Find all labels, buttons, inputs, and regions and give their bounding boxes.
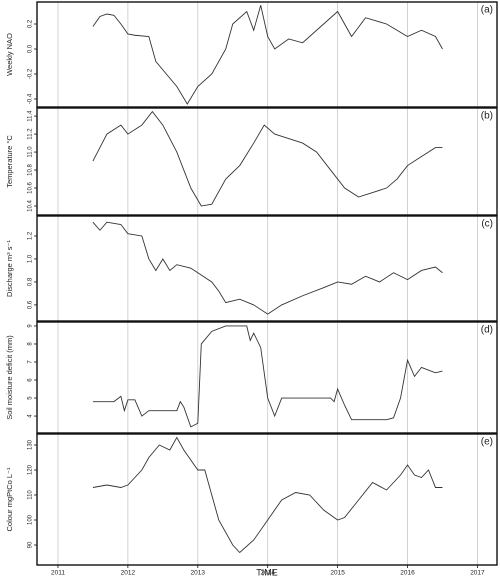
panel-frame xyxy=(36,321,498,434)
y-tick-label: 10.4 xyxy=(28,200,34,212)
y-tick-label: 7 xyxy=(28,360,34,364)
panel-frame xyxy=(36,215,498,322)
y-tick-label: 0.0 xyxy=(28,44,34,53)
y-tick-label: 9 xyxy=(28,324,34,328)
x-tick-label: 2012 xyxy=(121,570,136,577)
y-tick-label: 1.0 xyxy=(28,254,34,263)
y-tick-label: 90 xyxy=(28,541,34,548)
y-tick-label: 130 xyxy=(28,439,34,450)
y-tick-label: 0.6 xyxy=(28,300,34,309)
y-tick-label: 110 xyxy=(28,490,34,500)
x-tick-label: 2017 xyxy=(470,570,485,577)
panel-label: (b) xyxy=(481,111,493,122)
panel-frame xyxy=(36,433,498,566)
x-tick-label: 2015 xyxy=(330,570,345,577)
y-axis-label: Discharge m³ s⁻¹ xyxy=(5,240,14,297)
y-tick-label: 11.4 xyxy=(28,110,34,122)
data-line xyxy=(92,221,443,315)
data-line xyxy=(92,325,443,428)
y-axis-label: Weekly NAO xyxy=(5,33,14,76)
data-line xyxy=(92,110,443,207)
x-axis-label: TIME xyxy=(256,567,278,577)
y-tick-label: 120 xyxy=(28,464,34,475)
y-tick-label: -0.4 xyxy=(28,93,34,104)
x-tick-label: 2016 xyxy=(400,570,415,577)
y-tick-label: 0.2 xyxy=(28,19,34,28)
y-axis-label: Temperature °C xyxy=(5,135,14,188)
x-tick-label: 2013 xyxy=(191,570,206,577)
y-tick-label: 4 xyxy=(28,414,34,418)
panel-label: (d) xyxy=(481,325,493,336)
panel-label: (c) xyxy=(481,219,493,230)
data-line xyxy=(92,5,443,105)
y-tick-label: 10.6 xyxy=(28,182,34,194)
panel-label: (e) xyxy=(481,437,493,448)
y-tick-label: 11.2 xyxy=(28,128,34,140)
x-tick-label: 2014 xyxy=(260,570,275,577)
panel-frame xyxy=(36,1,498,108)
x-tick-label: 2011 xyxy=(51,570,65,577)
panel-label: (a) xyxy=(481,5,493,16)
y-tick-label: 1.2 xyxy=(28,231,34,240)
y-tick-label: -0.2 xyxy=(28,68,34,79)
y-tick-label: 0.8 xyxy=(28,277,34,286)
data-line xyxy=(92,436,443,554)
y-axis-label: Soil moisture deficit (mm) xyxy=(5,335,14,420)
panel-frame xyxy=(36,107,498,216)
y-tick-label: 11.0 xyxy=(28,146,34,158)
y-tick-label: 8 xyxy=(28,342,34,346)
y-axis-label: Colour mgPtCo L⁻¹ xyxy=(5,467,14,531)
y-tick-label: 6 xyxy=(28,378,34,382)
y-tick-label: 100 xyxy=(28,514,34,525)
y-tick-label: 5 xyxy=(28,396,34,400)
y-tick-label: 10.8 xyxy=(28,164,34,176)
